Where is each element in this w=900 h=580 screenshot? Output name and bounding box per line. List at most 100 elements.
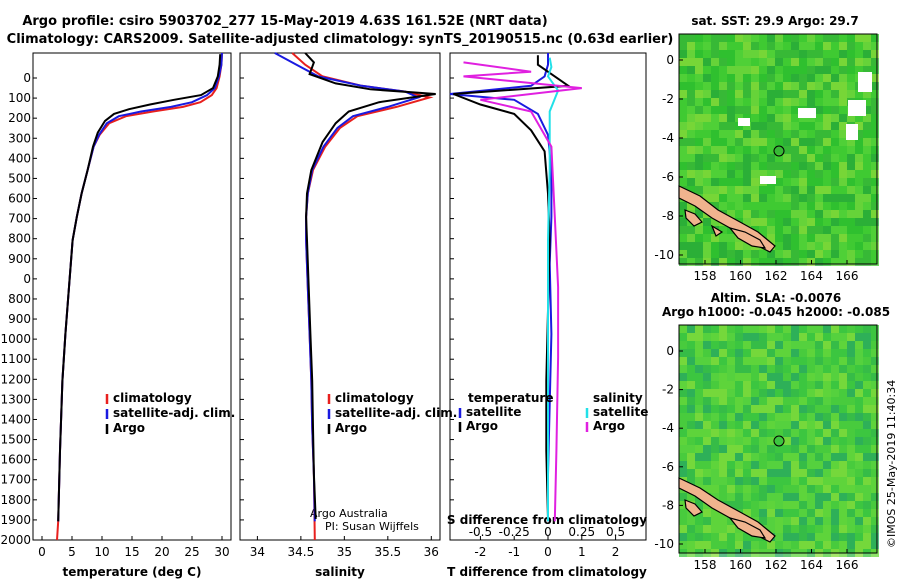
map-cell <box>711 90 719 98</box>
map-cell <box>807 154 815 162</box>
map-cell <box>679 250 687 258</box>
sst-map: sat. SST: 29.9 Argo: 29.7 158 160 162 164 16… <box>654 14 879 283</box>
map-cell <box>871 357 879 365</box>
map-cell <box>847 210 855 218</box>
map-cell <box>711 58 719 66</box>
map-cell <box>831 325 839 333</box>
map-cell <box>743 469 751 477</box>
map-cell <box>735 170 743 178</box>
map-x-label: 162 <box>765 269 788 283</box>
map-cell <box>815 525 823 533</box>
map-cell <box>847 541 855 549</box>
map-cell <box>847 178 855 186</box>
map-cell <box>711 218 719 226</box>
map-cell <box>775 501 783 509</box>
map-cell <box>871 517 879 525</box>
map-cell <box>799 242 807 250</box>
map-cell <box>855 517 863 525</box>
map-cell <box>807 194 815 202</box>
map-cell <box>719 365 727 373</box>
map-cell <box>775 194 783 202</box>
salinity-panel: salinity Argo Australia PI: Susan Wijffe… <box>239 52 457 579</box>
map-cell <box>855 469 863 477</box>
map-cell <box>703 437 711 445</box>
map-cell <box>855 413 863 421</box>
map-cell <box>743 453 751 461</box>
map-cell <box>735 154 743 162</box>
map-cell <box>703 106 711 114</box>
map-cell <box>727 234 735 242</box>
map-cell <box>727 74 735 82</box>
map-cell <box>727 333 735 341</box>
map-cell <box>719 138 727 146</box>
map-cell <box>695 381 703 389</box>
map-cell <box>823 194 831 202</box>
depth-tick-label: 300 <box>8 131 31 145</box>
map-cell <box>871 154 879 162</box>
map-cell <box>775 242 783 250</box>
map-cell <box>775 106 783 114</box>
map-cell <box>823 341 831 349</box>
map-cell <box>783 58 791 66</box>
map-cell <box>799 421 807 429</box>
map-cell <box>775 469 783 477</box>
depth-tick-label: 0 <box>23 272 31 286</box>
map-cell <box>759 509 767 517</box>
map-y-label: -8 <box>662 209 674 223</box>
map-cell <box>735 258 743 266</box>
map-cell <box>751 74 759 82</box>
map-cell <box>759 405 767 413</box>
map-cell <box>703 325 711 333</box>
map-cell <box>703 154 711 162</box>
map-cell <box>855 226 863 234</box>
map-cell <box>719 178 727 186</box>
map-cell <box>751 357 759 365</box>
map-cell <box>863 218 871 226</box>
map-cell <box>839 34 847 42</box>
map-cell <box>767 250 775 258</box>
map-cell <box>871 186 879 194</box>
map-cell <box>751 218 759 226</box>
map-cell <box>863 234 871 242</box>
map-cell <box>759 50 767 58</box>
map-cell <box>751 373 759 381</box>
series-line-salinity-satellite <box>546 57 560 522</box>
map-cell <box>791 42 799 50</box>
map-cell <box>759 389 767 397</box>
map-cell <box>839 42 847 50</box>
map-cell <box>759 34 767 42</box>
map-cell <box>767 146 775 154</box>
cloud-gap <box>798 108 816 118</box>
map-cell <box>815 445 823 453</box>
map-cell <box>743 413 751 421</box>
map-cell <box>823 98 831 106</box>
map-cell <box>695 50 703 58</box>
map-cell <box>767 58 775 66</box>
map-cell <box>727 533 735 541</box>
map-cell <box>719 405 727 413</box>
map-cell <box>871 250 879 258</box>
difference-panel: T difference from climatology S differen… <box>447 52 648 579</box>
map-cell <box>751 250 759 258</box>
map-cell <box>775 509 783 517</box>
map-cell <box>855 541 863 549</box>
legend-label: Argo <box>593 419 625 433</box>
map-cell <box>775 170 783 178</box>
map-cell <box>751 138 759 146</box>
map-cell <box>871 210 879 218</box>
map-cell <box>831 170 839 178</box>
map-cell <box>791 218 799 226</box>
map-cell <box>847 218 855 226</box>
map-cell <box>719 485 727 493</box>
map-cell <box>863 437 871 445</box>
map-cell <box>871 429 879 437</box>
map-cell <box>743 138 751 146</box>
map-cell <box>751 42 759 50</box>
map-cell <box>847 234 855 242</box>
map-cell <box>703 42 711 50</box>
map-cell <box>871 365 879 373</box>
map-cell <box>719 114 727 122</box>
map-cell <box>871 509 879 517</box>
map-cell <box>743 34 751 42</box>
map-cell <box>823 66 831 74</box>
